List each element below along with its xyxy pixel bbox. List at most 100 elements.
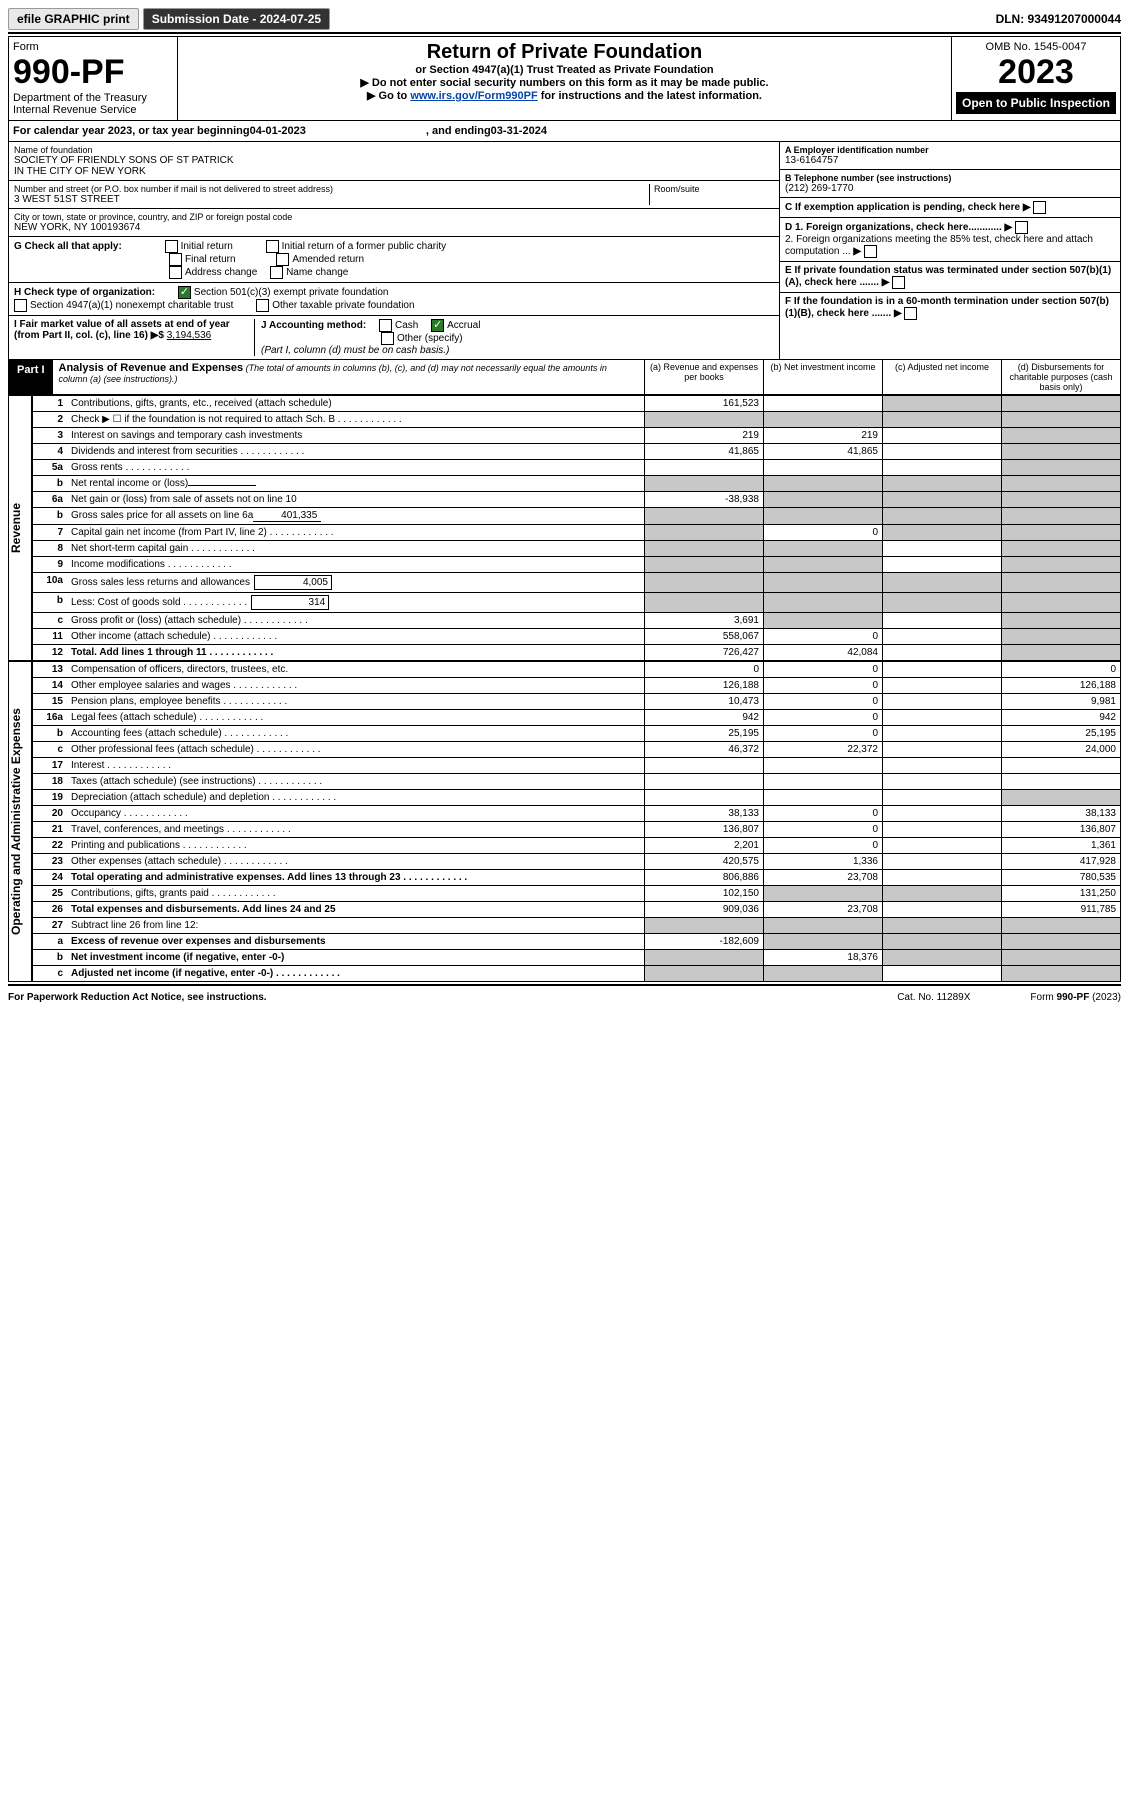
table-row: 24Total operating and administrative exp…: [33, 870, 1121, 886]
checkbox-cash[interactable]: [379, 319, 392, 332]
col-b-hdr: (b) Net investment income: [763, 360, 882, 394]
form-subtitle: or Section 4947(a)(1) Trust Treated as P…: [182, 64, 947, 76]
calendar-year-row: For calendar year 2023, or tax year begi…: [8, 121, 1121, 142]
foundation-name-2: IN THE CITY OF NEW YORK: [14, 166, 774, 177]
checkbox-initial[interactable]: [165, 240, 178, 253]
form-header: Form 990-PF Department of the Treasury I…: [8, 36, 1121, 121]
irs: Internal Revenue Service: [13, 104, 173, 116]
table-row: 10aGross sales less returns and allowanc…: [33, 573, 1121, 593]
open-to-public: Open to Public Inspection: [956, 92, 1116, 114]
checkbox-c[interactable]: [1033, 201, 1046, 214]
section-g: G Check all that apply: Initial return I…: [9, 237, 779, 283]
table-row: 6aNet gain or (loss) from sale of assets…: [33, 492, 1121, 508]
col-d-hdr: (d) Disbursements for charitable purpose…: [1001, 360, 1120, 394]
table-row: bGross sales price for all assets on lin…: [33, 508, 1121, 525]
section-j: J Accounting method: Cash Accrual Other …: [254, 319, 774, 356]
footer: For Paperwork Reduction Act Notice, see …: [8, 988, 1121, 1003]
table-row: 27Subtract line 26 from line 12:: [33, 918, 1121, 934]
table-row: 23Other expenses (attach schedule)420,57…: [33, 854, 1121, 870]
dept: Department of the Treasury: [13, 92, 173, 104]
addr-label: Number and street (or P.O. box number if…: [14, 184, 649, 194]
part1-badge: Part I: [9, 360, 53, 394]
checkbox-e[interactable]: [892, 276, 905, 289]
instructions-link[interactable]: www.irs.gov/Form990PF: [410, 90, 537, 102]
checkbox-d1[interactable]: [1015, 221, 1028, 234]
table-row: 5aGross rents: [33, 460, 1121, 476]
table-row: cAdjusted net income (if negative, enter…: [33, 966, 1121, 982]
c-label: C If exemption application is pending, c…: [785, 202, 1020, 213]
name-label: Name of foundation: [14, 145, 774, 155]
e-label: E If private foundation status was termi…: [785, 265, 1111, 288]
dln: DLN: 93491207000044: [996, 12, 1121, 26]
street-address: 3 WEST 51ST STREET: [14, 194, 649, 205]
omb: OMB No. 1545-0047: [956, 41, 1116, 53]
table-row: 1Contributions, gifts, grants, etc., rec…: [33, 396, 1121, 412]
table-row: 12Total. Add lines 1 through 11726,42742…: [33, 645, 1121, 661]
checkbox-name[interactable]: [270, 266, 283, 279]
checkbox-address[interactable]: [169, 266, 182, 279]
checkbox-501c3[interactable]: [178, 286, 191, 299]
checkbox-amended[interactable]: [276, 253, 289, 266]
table-row: 3Interest on savings and temporary cash …: [33, 428, 1121, 444]
table-row: bNet investment income (if negative, ent…: [33, 950, 1121, 966]
checkbox-other-tax[interactable]: [256, 299, 269, 312]
table-row: 26Total expenses and disbursements. Add …: [33, 902, 1121, 918]
top-bar: efile GRAPHIC print Submission Date - 20…: [8, 8, 1121, 30]
phone-label: B Telephone number (see instructions): [785, 173, 1115, 183]
ein-value: 13-6164757: [785, 155, 1115, 166]
form-title: Return of Private Foundation: [182, 41, 947, 64]
checkbox-d2[interactable]: [864, 245, 877, 258]
checkbox-f[interactable]: [904, 307, 917, 320]
table-row: 2Check ▶ ☐ if the foundation is not requ…: [33, 412, 1121, 428]
table-row: 4Dividends and interest from securities4…: [33, 444, 1121, 460]
form-number: 990-PF: [13, 53, 173, 92]
tax-year: 2023: [956, 53, 1116, 92]
table-row: cOther professional fees (attach schedul…: [33, 742, 1121, 758]
cat-no: Cat. No. 11289X: [897, 992, 970, 1003]
city-state-zip: NEW YORK, NY 100193674: [14, 222, 774, 233]
info-grid: Name of foundation SOCIETY OF FRIENDLY S…: [8, 142, 1121, 359]
table-row: 11Other income (attach schedule)558,0670: [33, 629, 1121, 645]
room-label: Room/suite: [654, 184, 774, 194]
table-row: 21Travel, conferences, and meetings136,8…: [33, 822, 1121, 838]
table-row: 19Depreciation (attach schedule) and dep…: [33, 790, 1121, 806]
table-row: 22Printing and publications2,20101,361: [33, 838, 1121, 854]
checkbox-final[interactable]: [169, 253, 182, 266]
checkbox-accrual[interactable]: [431, 319, 444, 332]
section-h: H Check type of organization: Section 50…: [9, 283, 779, 316]
table-row: 16aLegal fees (attach schedule)9420942: [33, 710, 1121, 726]
city-label: City or town, state or province, country…: [14, 212, 774, 222]
paperwork-notice: For Paperwork Reduction Act Notice, see …: [8, 992, 267, 1003]
phone-value: (212) 269-1770: [785, 183, 1115, 194]
table-row: cGross profit or (loss) (attach schedule…: [33, 613, 1121, 629]
table-row: bNet rental income or (loss): [33, 476, 1121, 492]
table-row: bAccounting fees (attach schedule)25,195…: [33, 726, 1121, 742]
d2-label: 2. Foreign organizations meeting the 85%…: [785, 234, 1093, 257]
col-a-hdr: (a) Revenue and expenses per books: [644, 360, 763, 394]
revenue-side-label: Revenue: [8, 395, 32, 661]
fmv-value: 3,194,536: [167, 330, 212, 341]
form-ref: Form 990-PF (2023): [1030, 992, 1121, 1003]
table-row: 20Occupancy38,133038,133: [33, 806, 1121, 822]
table-row: 17Interest: [33, 758, 1121, 774]
table-row: 25Contributions, gifts, grants paid102,1…: [33, 886, 1121, 902]
efile-button[interactable]: efile GRAPHIC print: [8, 8, 139, 30]
col-c-hdr: (c) Adjusted net income: [882, 360, 1001, 394]
form-word: Form: [13, 41, 173, 53]
checkbox-4947[interactable]: [14, 299, 27, 312]
ein-label: A Employer identification number: [785, 145, 1115, 155]
section-i: I Fair market value of all assets at end…: [14, 319, 254, 356]
expenses-side-label: Operating and Administrative Expenses: [8, 661, 32, 982]
checkbox-other[interactable]: [381, 332, 394, 345]
f-label: F If the foundation is in a 60-month ter…: [785, 296, 1109, 319]
note-2: ▶ Go to www.irs.gov/Form990PF for instru…: [182, 89, 947, 102]
table-row: 9Income modifications: [33, 557, 1121, 573]
table-row: 13Compensation of officers, directors, t…: [33, 662, 1121, 678]
d1-label: D 1. Foreign organizations, check here..…: [785, 222, 1002, 233]
table-row: 8Net short-term capital gain: [33, 541, 1121, 557]
revenue-table: 1Contributions, gifts, grants, etc., rec…: [32, 395, 1121, 661]
expenses-table: 13Compensation of officers, directors, t…: [32, 661, 1121, 982]
table-row: aExcess of revenue over expenses and dis…: [33, 934, 1121, 950]
checkbox-initial-former[interactable]: [266, 240, 279, 253]
submission-date: Submission Date - 2024-07-25: [143, 8, 330, 30]
